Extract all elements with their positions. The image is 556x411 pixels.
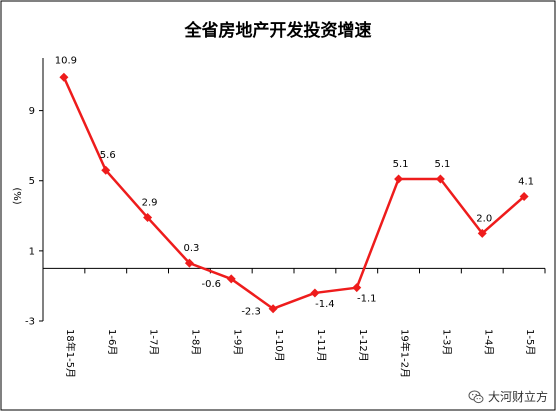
y-tick-label: -3: [25, 317, 35, 328]
data-label: -1.1: [357, 294, 377, 305]
data-point: [143, 213, 153, 223]
data-label: 0.3: [183, 243, 199, 254]
data-point: [519, 192, 529, 202]
data-label: 5.1: [393, 159, 409, 170]
watermark: 大河财立方: [468, 388, 548, 405]
x-tick-label: 19年1-2月: [399, 329, 412, 378]
data-point: [310, 288, 320, 298]
data-label: 4.1: [518, 177, 534, 188]
data-label: -0.6: [201, 279, 221, 290]
data-label: -2.3: [241, 307, 261, 318]
data-label: 2.9: [142, 198, 158, 209]
data-label: 2.0: [476, 213, 492, 224]
y-tick-label: 9: [29, 106, 35, 117]
data-label: 5.1: [434, 159, 450, 170]
data-point: [184, 258, 194, 268]
x-tick-label: 1-12月: [357, 329, 369, 362]
data-point: [352, 283, 362, 293]
data-point: [477, 228, 487, 238]
x-tick-label: 1-10月: [273, 329, 285, 362]
x-tick-label: 1-3月: [440, 329, 452, 355]
watermark-text: 大河财立方: [487, 390, 548, 404]
chart-title: 全省房地产开发投资增速: [184, 20, 372, 41]
series-line: [62, 76, 525, 310]
x-tick-label: 18年1-5月: [64, 329, 77, 378]
y-tick-label: 5: [29, 176, 35, 187]
data-point: [226, 274, 236, 284]
data-point: [268, 304, 278, 314]
data-label: 5.6: [100, 150, 116, 161]
y-tick-label: 1: [29, 246, 35, 257]
x-tick-label: 1-8月: [189, 329, 201, 355]
x-tick-label: 1-6月: [106, 329, 118, 355]
x-tick-label: 1-5月: [524, 329, 536, 355]
data-point: [394, 174, 404, 184]
data-point: [101, 165, 111, 175]
data-label: -1.4: [315, 299, 335, 310]
x-tick-label: 1-11月: [315, 329, 327, 362]
x-tick-label: 1-7月: [148, 329, 160, 355]
x-tick-label: 1-4月: [482, 329, 494, 355]
y-axis-label: (%): [11, 187, 22, 204]
wechat-icon: [468, 390, 484, 403]
x-tick-label: 1-9月: [231, 329, 243, 355]
data-point: [59, 72, 69, 82]
data-point: [435, 174, 445, 184]
data-label: 10.9: [55, 55, 77, 66]
